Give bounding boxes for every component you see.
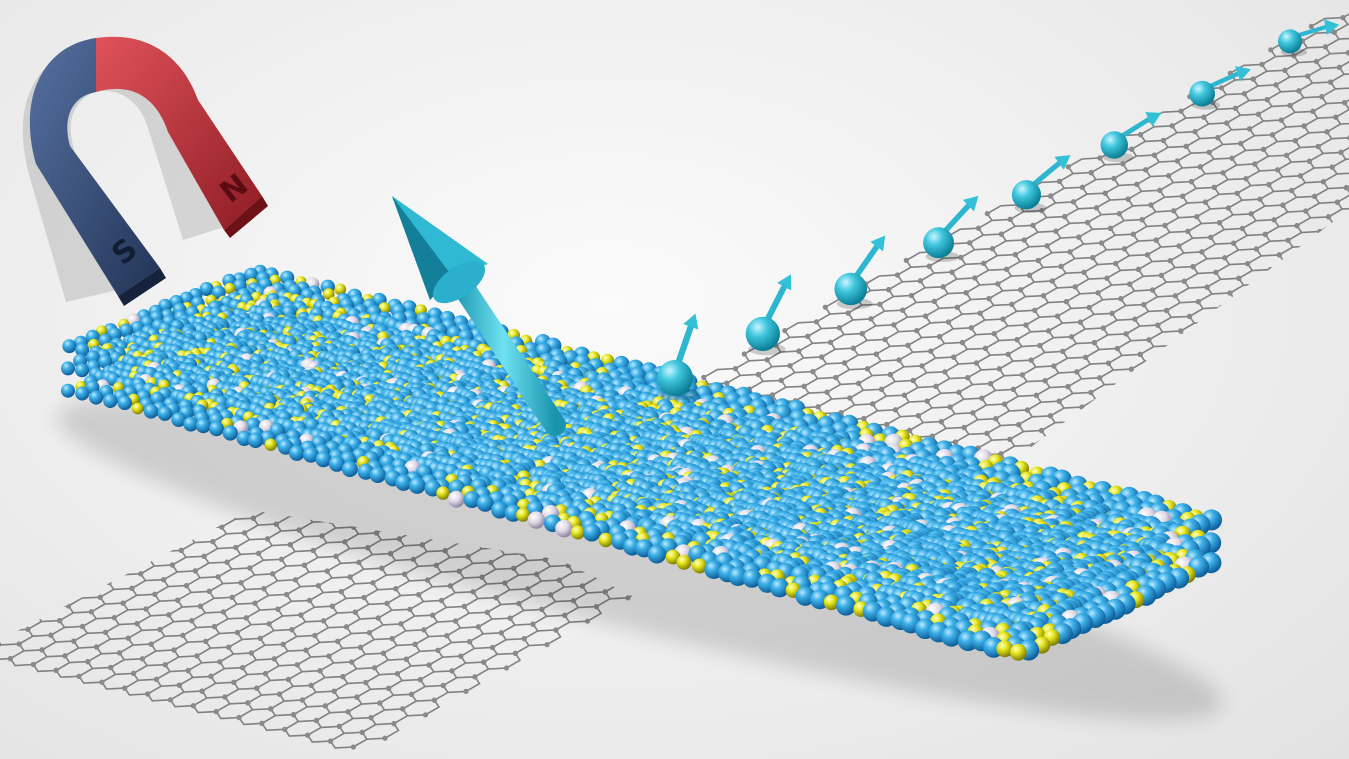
crystal-shadow (57, 399, 1223, 721)
spin-arrow-icon (1100, 112, 1162, 163)
magnetization-arrow-icon (392, 196, 566, 436)
spin-arrow-icon (657, 313, 699, 401)
spin-arrow-icon (834, 235, 886, 310)
crystal-slab (61, 264, 1222, 661)
spin-arrow-icon (923, 195, 979, 263)
spin-arrow-icon (1011, 155, 1071, 213)
spin-arrow-icon (745, 274, 792, 356)
spin-arrow-icon (1278, 19, 1340, 57)
magnet-north-arm (96, 36, 262, 231)
magnet-south-arm (29, 38, 161, 296)
horseshoe-magnet-icon: N S (22, 36, 268, 306)
spin-arrow-icon (1189, 66, 1251, 110)
spin-train (657, 19, 1340, 401)
